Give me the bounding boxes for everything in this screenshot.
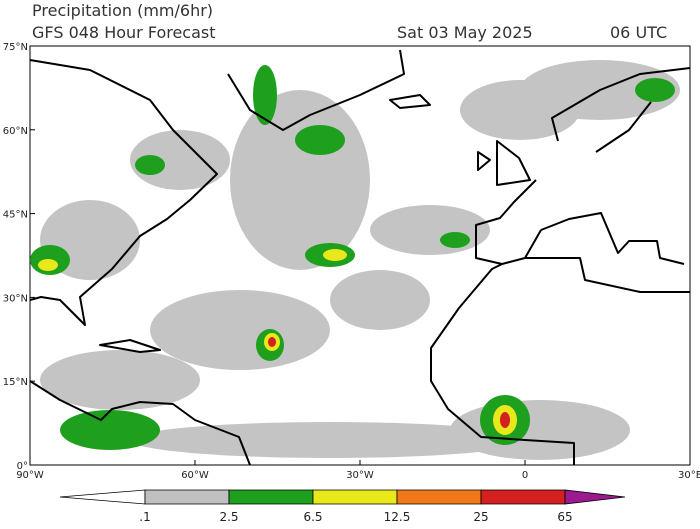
colorbar-swatch	[312, 489, 398, 505]
map	[29, 45, 691, 466]
colorbar-label: 2.5	[219, 510, 238, 524]
subtitle: GFS 048 Hour Forecast	[32, 23, 216, 42]
forecast-time: 06 UTC	[610, 23, 667, 42]
lon-label: 60°W	[181, 470, 209, 481]
colorbar-swatch	[480, 489, 566, 505]
lat-label: 30°N	[3, 293, 28, 304]
colorbar-swatch	[59, 489, 146, 505]
axis-labels: 75°N 60°N 45°N 30°N 15°N 0°90°W 60°W 30°W 0 30°E	[3, 42, 700, 481]
colorbar-label: 65	[557, 510, 572, 524]
colorbar-swatch	[228, 489, 314, 505]
title: Precipitation (mm/6hr)	[32, 1, 213, 20]
lat-label: 45°N	[3, 210, 28, 221]
colorbar-swatch	[144, 489, 230, 505]
lon-label: 90°W	[16, 470, 44, 481]
precip-intense	[268, 337, 510, 428]
colorbar: .1 2.5 6.5 12.5 25 65	[59, 489, 626, 524]
lon-label: 0	[522, 470, 528, 481]
lon-label: 30°E	[678, 470, 700, 481]
colorbar-label: .1	[139, 510, 150, 524]
coastlines	[29, 49, 691, 466]
colorbar-label: 12.5	[384, 510, 411, 524]
colorbar-label: 6.5	[303, 510, 322, 524]
colorbar-swatch	[564, 489, 626, 505]
colorbar-label: 25	[473, 510, 488, 524]
lat-label: 75°N	[3, 42, 28, 53]
lat-label: 60°N	[3, 126, 28, 137]
lat-label: 0°	[17, 461, 28, 472]
lon-label: 30°W	[346, 470, 374, 481]
forecast-date: Sat 03 May 2025	[397, 23, 533, 42]
lat-label: 15°N	[3, 377, 28, 388]
colorbar-swatch	[396, 489, 482, 505]
